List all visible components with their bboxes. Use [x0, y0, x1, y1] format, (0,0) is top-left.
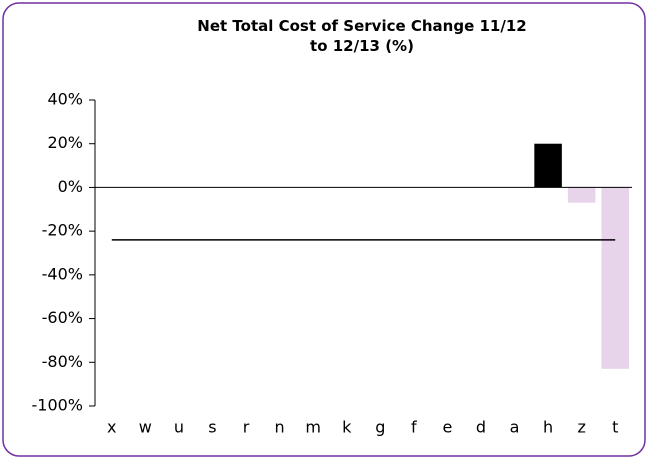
x-tick-label: z	[577, 418, 585, 437]
chart-title: Net Total Cost of Service Change 11/12 t…	[197, 17, 527, 55]
x-tick-label: n	[275, 418, 285, 437]
x-tick-label: s	[208, 418, 216, 437]
y-tick-label: -100%	[31, 396, 83, 415]
y-tick-label: -80%	[42, 352, 83, 371]
x-tick-label: f	[411, 418, 417, 437]
y-tick-label: -40%	[42, 264, 83, 283]
y-tick-label: 0%	[58, 177, 83, 196]
x-tick-label: a	[510, 418, 520, 437]
x-tick-label: d	[476, 418, 486, 437]
bar	[567, 187, 596, 203]
bar	[601, 187, 629, 369]
x-tick-label: h	[543, 418, 553, 437]
x-tick-label: k	[342, 418, 352, 437]
x-tick-label: x	[107, 418, 116, 437]
x-tick-label: r	[243, 418, 250, 437]
bar	[534, 143, 562, 188]
y-tick-label: 40%	[47, 90, 83, 109]
x-tick-label: m	[305, 418, 321, 437]
y-tick-label: -60%	[42, 308, 83, 327]
x-tick-label: e	[442, 418, 452, 437]
y-tick-label: -20%	[42, 221, 83, 240]
x-tick-label: w	[139, 418, 152, 437]
x-tick-label: u	[174, 418, 184, 437]
y-tick-label: 20%	[47, 133, 83, 152]
x-tick-label: g	[375, 418, 385, 437]
x-tick-label: t	[612, 418, 618, 437]
